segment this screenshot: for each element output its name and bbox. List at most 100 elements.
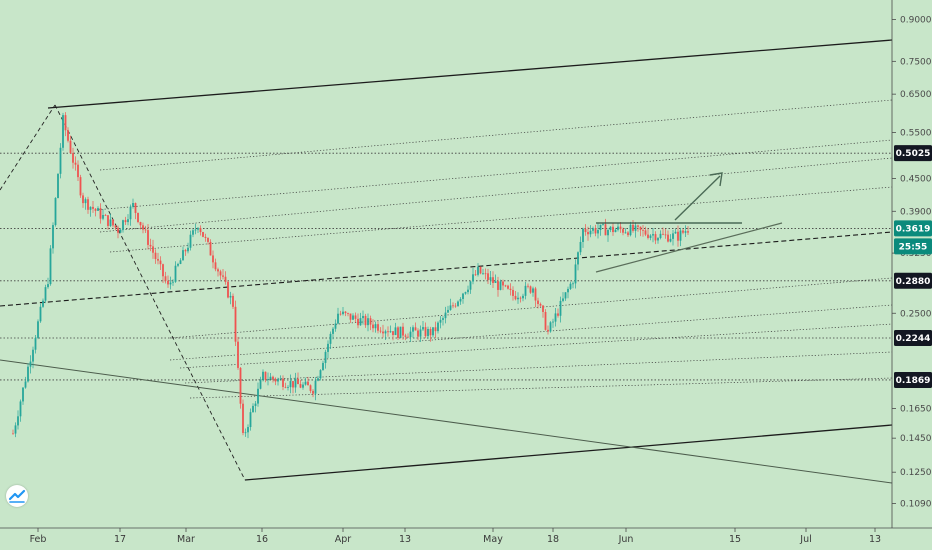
- candle-body-down: [647, 234, 649, 238]
- candle-body-up: [449, 305, 452, 310]
- candle-body-up: [247, 427, 249, 433]
- y-tick-label: 0.7500: [900, 57, 932, 67]
- price-label-box: [894, 371, 932, 388]
- median-dashed-line: [0, 231, 893, 307]
- fork-dotted-line: [94, 139, 893, 211]
- candle-body-down: [514, 295, 517, 300]
- candle-body-down: [404, 335, 407, 337]
- candle-body-down: [139, 221, 142, 226]
- candle-body-up: [249, 412, 252, 428]
- x-tick-label: 16: [256, 534, 268, 545]
- candle-body-up: [367, 318, 369, 326]
- candle-body-up: [172, 281, 174, 283]
- candles: [12, 112, 689, 439]
- candle-body-up: [254, 403, 257, 406]
- candle-body-up: [602, 224, 604, 226]
- candle-body-up: [577, 252, 579, 265]
- candle-body-up: [27, 366, 29, 382]
- candle-body-up: [22, 387, 24, 402]
- candle-body-down: [282, 378, 284, 387]
- projection-arrow-head-icon: [709, 172, 723, 187]
- x-tick-label: 15: [729, 534, 741, 545]
- candle-body-up: [562, 298, 564, 301]
- time-axis[interactable]: Feb 17 Mar 16 Apr 13 May 18 Jun 15 Jul 13: [30, 528, 881, 545]
- candle-body-down: [544, 311, 547, 330]
- candle-body-up: [44, 287, 47, 301]
- candle-body-down: [99, 208, 102, 219]
- candle-body-down: [537, 300, 539, 304]
- candle-body-down: [622, 229, 624, 233]
- candle-body-up: [47, 284, 49, 288]
- candle-body-down: [344, 311, 347, 314]
- candle-body-down: [424, 327, 427, 337]
- candle-body-up: [494, 281, 497, 283]
- candle-body-down: [364, 315, 367, 326]
- candle-body-down: [527, 285, 529, 287]
- candle-body-down: [154, 252, 157, 260]
- candle-body-up: [42, 300, 44, 307]
- candle-body-down: [87, 199, 89, 210]
- candle-body-down: [682, 230, 684, 233]
- candle-body-down: [114, 225, 117, 228]
- candle-body-down: [369, 318, 372, 325]
- candle-body-down: [264, 371, 267, 380]
- candle-body-down: [82, 195, 84, 204]
- candle-body-down: [219, 271, 222, 276]
- candle-body-up: [572, 283, 574, 285]
- candle-body-up: [422, 327, 424, 330]
- candle-body-down: [144, 229, 147, 231]
- candle-body-up: [39, 306, 42, 322]
- candle-body-down: [239, 367, 242, 404]
- candle-body-up: [322, 362, 324, 371]
- candle-body-up: [459, 298, 462, 302]
- candle-body-up: [37, 321, 39, 338]
- candle-body-up: [97, 208, 99, 211]
- candle-body-down: [167, 280, 169, 285]
- x-tick-label: Jun: [618, 534, 634, 545]
- candle-body-up: [624, 232, 627, 234]
- candle-body-up: [177, 263, 179, 266]
- candle-body-down: [94, 208, 97, 211]
- tradingview-logo-icon[interactable]: [6, 485, 28, 507]
- candle-body-down: [184, 250, 187, 252]
- candle-body-down: [392, 331, 394, 336]
- candle-body-up: [314, 380, 317, 394]
- candle-body-up: [524, 285, 527, 296]
- candle-body-down: [507, 285, 509, 289]
- candle-body-down: [347, 313, 349, 314]
- candle-body-up: [442, 318, 444, 320]
- candle-body-up: [419, 329, 422, 337]
- candle-body-up: [54, 198, 57, 226]
- candle-body-down: [159, 260, 162, 265]
- candle-body-up: [34, 337, 37, 350]
- candle-body-up: [674, 231, 677, 234]
- price-label-text: 0.1869: [896, 376, 931, 386]
- fork-dotted-line: [179, 323, 893, 369]
- candle-body-up: [262, 371, 264, 380]
- candle-body-up: [179, 260, 182, 264]
- candle-body-up: [17, 416, 19, 426]
- y-tick-label: 0.3900: [900, 207, 932, 217]
- candle-body-down: [162, 264, 164, 277]
- candle-body-down: [417, 330, 419, 337]
- candle-body-down: [667, 234, 669, 242]
- candle-body-down: [117, 227, 119, 233]
- candle-body-up: [319, 370, 322, 379]
- candle-body-down: [224, 276, 227, 282]
- candle-body-up: [389, 331, 392, 333]
- candle-body-down: [509, 288, 512, 290]
- x-tick-label: Jul: [799, 534, 811, 545]
- candle-body-down: [372, 324, 374, 329]
- candle-body-down: [237, 341, 239, 368]
- candle-body-down: [487, 273, 489, 281]
- candle-body-down: [77, 164, 79, 178]
- candle-body-up: [244, 432, 247, 434]
- candle-body-up: [337, 313, 339, 324]
- candle-body-down: [534, 288, 537, 301]
- candle-body-up: [329, 333, 332, 344]
- candle-body-down: [429, 328, 432, 336]
- candle-body-down: [637, 225, 639, 227]
- candle-body-up: [52, 225, 54, 249]
- candle-body-up: [552, 321, 554, 323]
